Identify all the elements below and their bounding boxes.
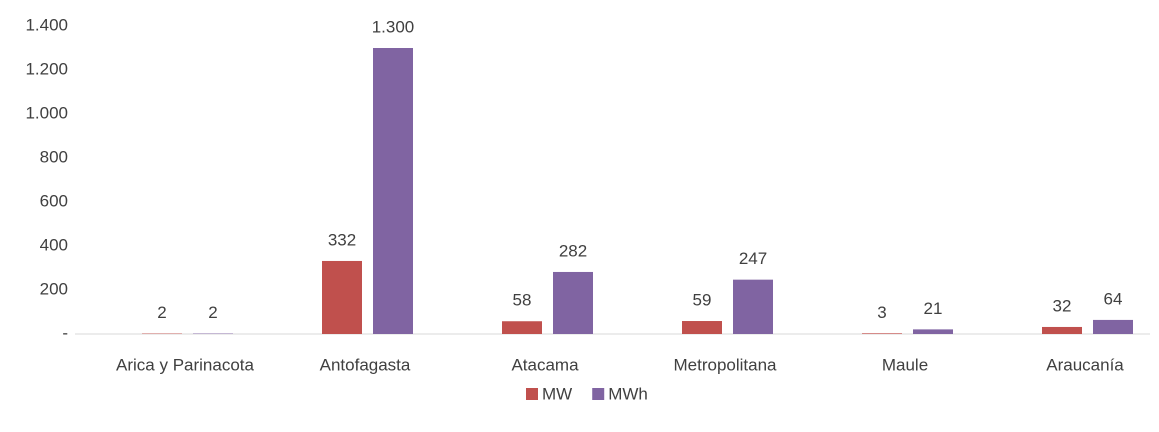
data-label: 282 [559,241,587,260]
data-label: 332 [328,230,356,249]
data-label: 64 [1104,289,1123,308]
legend-label: MW [542,384,572,403]
data-label: 58 [513,291,532,310]
bar [502,321,542,334]
data-label: 1.300 [372,17,415,36]
x-tick-label: Antofagasta [320,355,411,374]
data-label: 59 [693,291,712,310]
data-label: 32 [1053,296,1072,315]
legend-label: MWh [608,384,648,403]
y-tick-label: 1.000 [25,103,68,122]
data-label: 3 [877,303,886,322]
x-tick-label: Maule [882,355,928,374]
x-tick-label: Metropolitana [673,355,777,374]
bar [913,329,953,334]
y-tick-label: 200 [40,279,68,298]
x-tick-label: Araucanía [1046,355,1124,374]
x-tick-label: Arica y Parinacota [116,355,254,374]
bar [373,48,413,334]
bar [1093,320,1133,334]
data-label: 247 [739,249,767,268]
bar [322,261,362,334]
data-label: 21 [924,299,943,318]
data-label: 2 [157,303,166,322]
x-tick-label: Atacama [511,355,579,374]
y-tick-label: 600 [40,191,68,210]
bar [682,321,722,334]
bar [862,333,902,334]
y-tick-label: - [62,323,68,342]
legend-swatch [592,388,604,400]
y-tick-label: 1.400 [25,15,68,34]
y-tick-label: 1.200 [25,59,68,78]
bar [1042,327,1082,334]
bar [553,272,593,334]
legend-swatch [526,388,538,400]
data-label: 2 [208,303,217,322]
y-tick-label: 800 [40,147,68,166]
bar [733,280,773,334]
y-tick-label: 400 [40,235,68,254]
